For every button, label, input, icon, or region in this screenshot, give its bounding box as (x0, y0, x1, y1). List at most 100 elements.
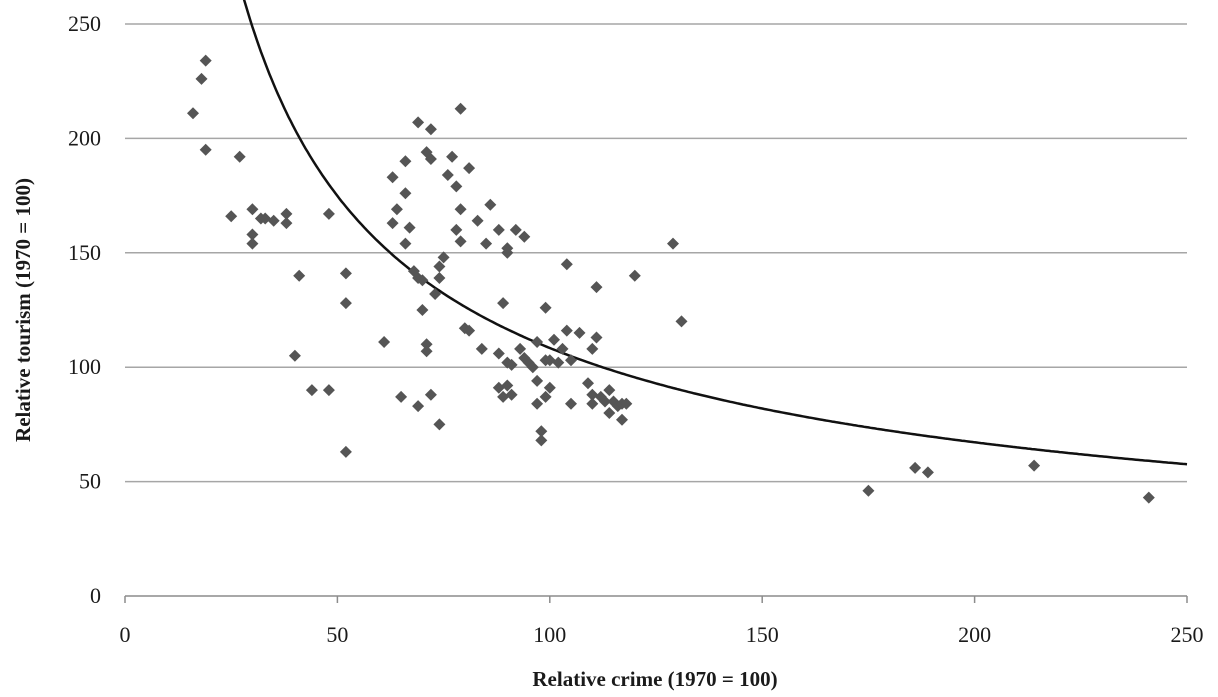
data-point-91 (556, 342, 569, 355)
data-point-52 (454, 102, 467, 115)
data-point-93 (560, 324, 573, 337)
data-point-49 (446, 150, 459, 163)
data-point-34 (416, 274, 429, 287)
data-point-100 (586, 397, 599, 410)
data-point-28 (399, 237, 412, 250)
data-point-119 (1142, 491, 1155, 504)
data-point-74 (514, 342, 527, 355)
data-point-22 (378, 336, 391, 348)
data-point-95 (565, 397, 577, 410)
data-point-114 (675, 315, 688, 328)
data-point-70 (501, 379, 514, 392)
axes (124, 595, 1188, 603)
x-tick-label-250: 250 (1171, 622, 1204, 647)
data-point-11 (267, 214, 280, 227)
data-point-44 (429, 288, 442, 300)
data-point-116 (909, 461, 922, 474)
data-point-17 (322, 384, 335, 397)
data-point-72 (505, 358, 518, 371)
y-axis-title: Relative tourism (1970 = 100) (11, 178, 35, 442)
data-point-15 (288, 349, 301, 362)
data-point-29 (399, 187, 412, 200)
data-point-99 (586, 388, 599, 401)
data-point-2 (187, 107, 199, 120)
data-point-48 (441, 169, 454, 181)
data-point-6 (246, 203, 259, 216)
data-point-38 (420, 338, 433, 351)
y-tick-label-150: 150 (68, 240, 101, 265)
data-point-63 (492, 347, 505, 360)
data-point-21 (339, 445, 352, 458)
data-point-46 (433, 260, 446, 273)
data-point-65 (497, 390, 510, 403)
data-point-10 (259, 212, 272, 225)
data-point-83 (535, 434, 548, 447)
data-point-25 (390, 203, 403, 216)
data-point-113 (667, 237, 679, 250)
data-point-78 (526, 361, 539, 374)
data-point-86 (539, 390, 552, 403)
data-point-57 (463, 324, 476, 337)
data-point-58 (471, 214, 484, 227)
data-point-41 (420, 345, 433, 358)
data-point-51 (450, 223, 463, 236)
x-tick-labels: 0 50 100 150 200 250 (120, 622, 1204, 647)
data-point-7 (246, 228, 259, 241)
data-point-69 (501, 242, 514, 255)
data-point-24 (386, 217, 399, 230)
y-tick-label-200: 200 (68, 125, 101, 150)
data-point-39 (424, 153, 437, 165)
data-point-14 (293, 269, 306, 282)
data-point-42 (424, 388, 437, 401)
y-tick-label-100: 100 (68, 354, 101, 379)
x-tick-label-50: 50 (326, 622, 348, 647)
data-point-94 (565, 354, 577, 367)
data-point-73 (509, 223, 522, 236)
data-point-101 (590, 281, 603, 294)
data-point-75 (518, 230, 531, 243)
data-point-18 (322, 207, 335, 220)
data-point-56 (463, 162, 476, 175)
data-point-50 (450, 180, 463, 193)
data-point-81 (531, 336, 544, 348)
data-point-45 (433, 272, 446, 284)
data-point-105 (603, 407, 616, 419)
data-point-13 (280, 217, 293, 230)
data-point-59 (475, 342, 488, 355)
data-point-66 (497, 297, 510, 310)
data-point-36 (416, 304, 429, 316)
data-point-102 (590, 331, 603, 344)
data-point-26 (395, 390, 408, 403)
data-point-89 (548, 333, 560, 346)
data-point-32 (412, 116, 425, 129)
x-tick-label-200: 200 (958, 622, 991, 647)
data-point-96 (573, 326, 586, 339)
data-point-112 (628, 269, 641, 282)
y-tick-label-250: 250 (68, 11, 101, 36)
data-point-71 (505, 388, 518, 401)
data-point-87 (543, 381, 556, 394)
x-axis-title: Relative crime (1970 = 100) (532, 667, 777, 691)
data-point-80 (531, 397, 544, 410)
data-point-4 (233, 150, 246, 163)
data-point-92 (560, 258, 573, 271)
data-point-117 (921, 466, 934, 479)
data-point-118 (1028, 459, 1041, 472)
data-point-115 (862, 484, 875, 497)
data-point-35 (412, 400, 425, 413)
fit-curve-line (242, 0, 1188, 466)
data-point-79 (531, 374, 544, 387)
data-point-64 (492, 381, 505, 394)
data-point-8 (246, 237, 259, 250)
data-point-82 (535, 425, 548, 438)
data-point-90 (552, 356, 565, 369)
data-point-43 (433, 418, 446, 431)
data-point-27 (399, 155, 412, 168)
y-tick-label-0: 0 (90, 583, 101, 608)
data-point-23 (386, 171, 399, 184)
data-point-62 (492, 223, 505, 236)
data-point-12 (280, 207, 293, 220)
fit-curve (242, 0, 1188, 466)
data-point-5 (225, 210, 238, 223)
x-tick-label-0: 0 (120, 622, 131, 647)
